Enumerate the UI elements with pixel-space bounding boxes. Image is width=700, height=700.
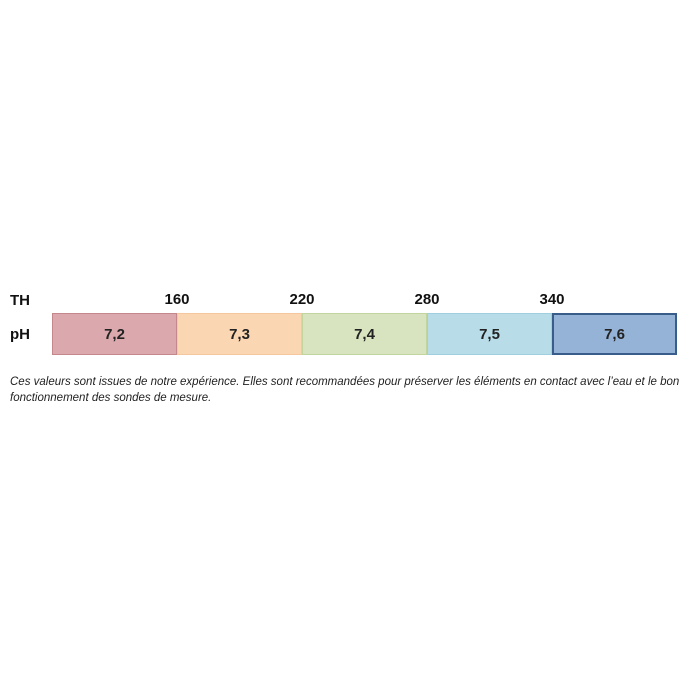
ph-segment: 7,2 xyxy=(52,313,177,355)
ph-label: pH xyxy=(10,326,30,343)
ph-segment: 7,5 xyxy=(427,313,552,355)
ph-segment: 7,6 xyxy=(552,313,677,355)
footnote: Ces valeurs sont issues de notre expérie… xyxy=(10,376,680,404)
ph-segment: 7,4 xyxy=(302,313,427,355)
th-label: TH xyxy=(10,292,30,309)
th-threshold: 160 xyxy=(164,291,190,308)
ph-segment: 7,3 xyxy=(177,313,302,355)
th-threshold: 280 xyxy=(414,291,440,308)
th-threshold: 340 xyxy=(539,291,565,308)
th-threshold: 220 xyxy=(289,291,315,308)
